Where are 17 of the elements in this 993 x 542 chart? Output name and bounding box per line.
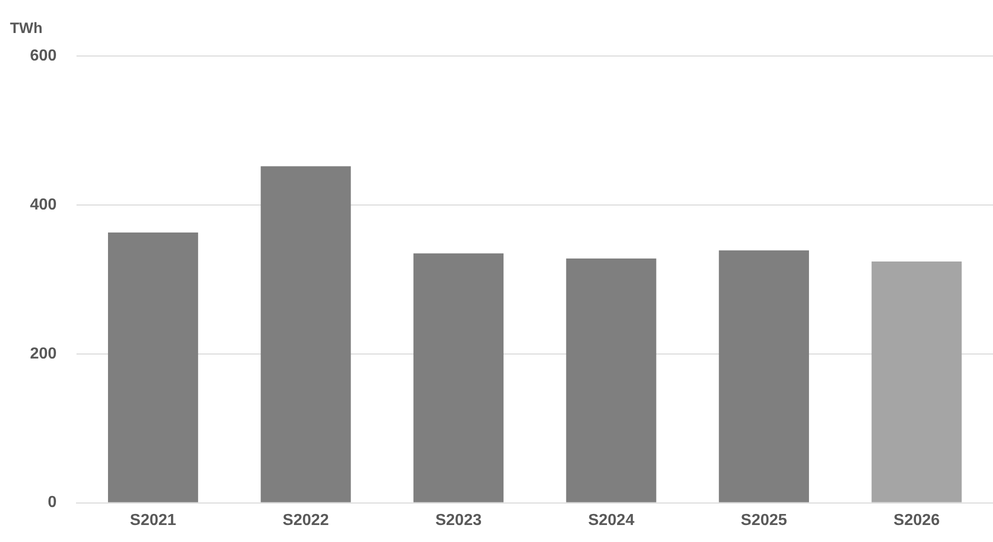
x-tick-label: S2021 <box>130 512 176 529</box>
y-tick-label: 0 <box>48 494 57 512</box>
bar <box>108 232 198 502</box>
x-tick-label: S2025 <box>740 512 788 529</box>
y-tick-label: 400 <box>30 196 57 214</box>
x-tick-label: S2022 <box>282 512 330 529</box>
y-axis-title: TWh <box>10 20 42 38</box>
bar <box>260 166 351 502</box>
x-tick-label: S2024 <box>588 512 634 529</box>
bar <box>566 258 656 502</box>
y-tick-label: 200 <box>30 345 57 362</box>
bar <box>413 253 504 502</box>
bar <box>718 250 809 502</box>
bar <box>872 262 962 502</box>
x-tick-label: S2023 <box>435 512 482 529</box>
y-tick-label: 600 <box>30 47 57 64</box>
x-tick-label: S2026 <box>894 512 940 529</box>
